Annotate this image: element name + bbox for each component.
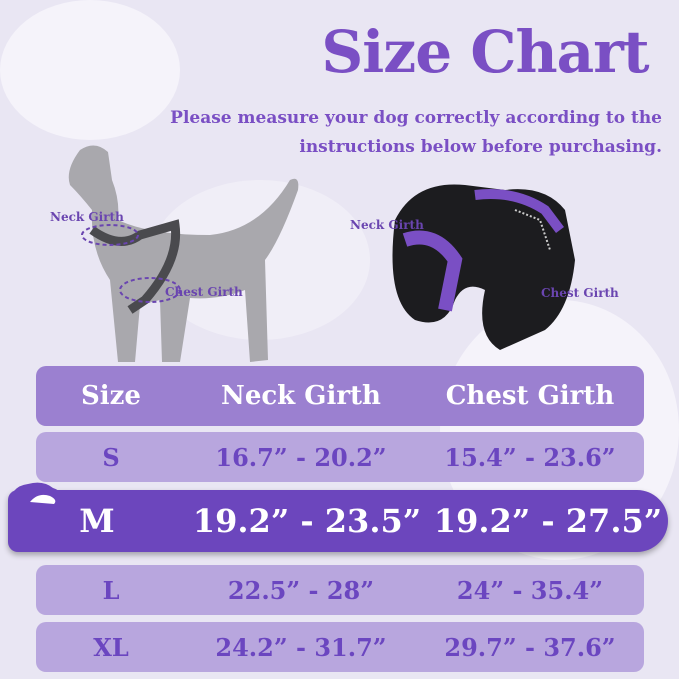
neck-cell: 22.5” - 28” bbox=[227, 575, 375, 605]
size-cell: XL bbox=[93, 632, 129, 662]
size-cell: L bbox=[102, 575, 120, 605]
header-neck-girth: Neck Girth bbox=[221, 381, 381, 411]
dog-neck-girth-label: Neck Girth bbox=[50, 210, 124, 224]
table-row: XL 24.2” - 31.7” 29.7” - 37.6” bbox=[36, 622, 644, 672]
chest-cell: 24” - 35.4” bbox=[456, 575, 604, 605]
harness-image bbox=[392, 184, 575, 350]
subtitle-line: instructions below before purchasing. bbox=[299, 137, 662, 157]
size-cell: M bbox=[79, 502, 115, 540]
table-row: L 22.5” - 28” 24” - 35.4” bbox=[36, 565, 644, 615]
subtitle-line: Please measure your dog correctly accord… bbox=[170, 108, 662, 128]
chest-cell: 15.4” - 23.6” bbox=[444, 442, 616, 472]
chest-cell: 19.2” - 27.5” bbox=[433, 502, 663, 540]
page-title: Size Chart bbox=[321, 18, 649, 86]
dog-head-icon bbox=[8, 482, 68, 508]
chest-cell: 29.7” - 37.6” bbox=[444, 632, 616, 662]
header-size: Size bbox=[81, 381, 141, 411]
harness-neck-girth-label: Neck Girth bbox=[350, 218, 424, 232]
background-shape bbox=[0, 0, 180, 140]
table-header: Size Neck Girth Chest Girth bbox=[36, 366, 644, 426]
header-chest-girth: Chest Girth bbox=[445, 381, 615, 411]
dog-chest-girth-label: Chest Girth bbox=[165, 285, 243, 299]
neck-cell: 16.7” - 20.2” bbox=[215, 442, 387, 472]
harness-chest-girth-label: Chest Girth bbox=[541, 286, 619, 300]
table-row: S 16.7” - 20.2” 15.4” - 23.6” bbox=[36, 432, 644, 482]
neck-cell: 19.2” - 23.5” bbox=[192, 502, 422, 540]
neck-cell: 24.2” - 31.7” bbox=[215, 632, 387, 662]
dog-silhouette bbox=[68, 145, 299, 362]
size-cell: S bbox=[102, 442, 120, 472]
subtitle: Please measure your dog correctly accord… bbox=[140, 104, 662, 162]
table-row-highlighted: M 19.2” - 23.5” 19.2” - 27.5” bbox=[8, 490, 668, 552]
